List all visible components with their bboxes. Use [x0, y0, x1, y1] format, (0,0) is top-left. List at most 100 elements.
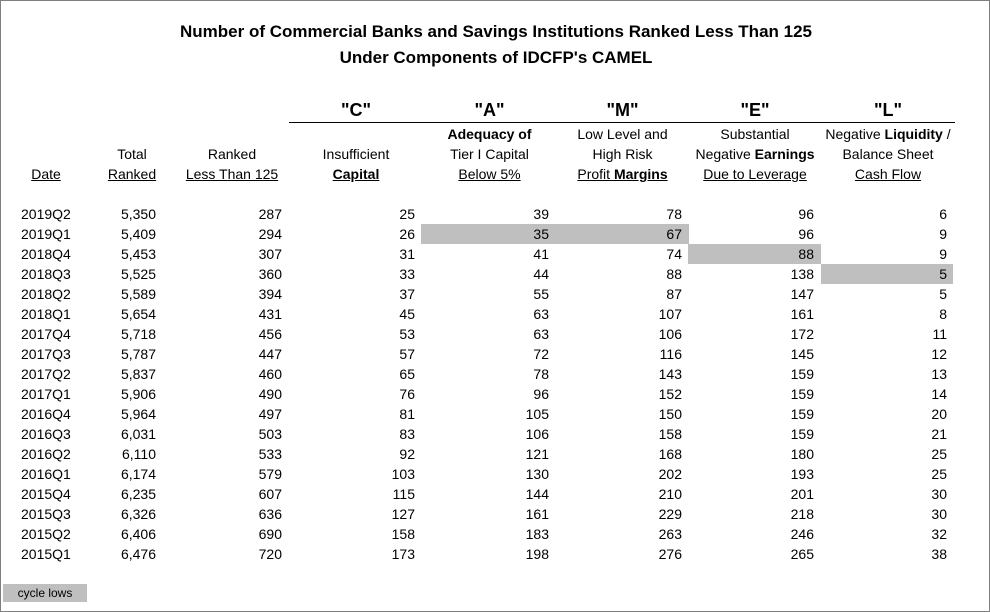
- cell-capital: 92: [399, 446, 415, 462]
- header-earnings-line-2b: Earnings: [754, 146, 815, 162]
- table-row: 2018Q4 5,453 307 31 41 74 88 9: [1, 244, 990, 264]
- cell-liquidity: 6: [939, 206, 947, 222]
- cell-earnings: 218: [790, 506, 814, 522]
- cell-capital: 33: [399, 266, 415, 282]
- cell-date: 2015Q2: [21, 526, 71, 542]
- cell-margins: 152: [658, 386, 682, 402]
- cell-adequacy: 144: [525, 486, 549, 502]
- header-adequacy-line-3: Below 5%: [458, 166, 521, 182]
- cell-ranked-less-than-125: 394: [258, 286, 282, 302]
- cycle-low-highlight: [688, 244, 821, 264]
- cell-earnings: 161: [790, 306, 814, 322]
- category-underline: [289, 122, 955, 123]
- cell-total-ranked: 5,453: [120, 246, 156, 262]
- header-liquidity-line-1b: Liquidity: [884, 126, 943, 142]
- cell-adequacy: 63: [533, 326, 549, 342]
- cell-ranked-less-than-125: 294: [258, 226, 282, 242]
- table-row: 2015Q1 6,476 720 173 198 276 265 38: [1, 544, 990, 564]
- header-adequacy: Adequacy of Tier I Capital Below 5%: [423, 124, 556, 184]
- cell-total-ranked: 5,787: [120, 346, 156, 362]
- header-date: Date: [21, 164, 71, 184]
- cell-adequacy: 96: [533, 386, 549, 402]
- cell-liquidity: 5: [939, 266, 947, 282]
- table-row: 2018Q1 5,654 431 45 63 107 161 8: [1, 304, 990, 324]
- cell-liquidity: 25: [931, 446, 947, 462]
- cell-earnings: 159: [790, 406, 814, 422]
- cell-ranked-less-than-125: 456: [258, 326, 282, 342]
- cell-earnings: 265: [790, 546, 814, 562]
- cell-liquidity: 11: [932, 326, 947, 342]
- cell-date: 2015Q1: [21, 546, 71, 562]
- cell-adequacy: 35: [533, 226, 549, 242]
- header-earnings: Substantial Negative Earnings Due to Lev…: [689, 124, 821, 184]
- cell-adequacy: 121: [525, 446, 549, 462]
- cell-earnings: 159: [790, 366, 814, 382]
- cell-ranked-less-than-125: 307: [258, 246, 282, 262]
- cell-capital: 83: [399, 426, 415, 442]
- cell-earnings: 138: [790, 266, 814, 282]
- cell-ranked-less-than-125: 431: [258, 306, 282, 322]
- cell-date: 2018Q3: [21, 266, 71, 282]
- cell-margins: 78: [666, 206, 682, 222]
- category-a: "A": [474, 100, 505, 120]
- cell-capital: 65: [399, 366, 415, 382]
- cell-adequacy: 161: [525, 506, 549, 522]
- cell-earnings: 159: [790, 386, 814, 402]
- cell-adequacy: 41: [533, 246, 549, 262]
- header-ranked-line-1: Ranked: [207, 146, 257, 162]
- category-m: "M": [606, 100, 639, 120]
- table-row: 2017Q3 5,787 447 57 72 116 145 12: [1, 344, 990, 364]
- header-liquidity-line-2: Balance Sheet: [842, 146, 934, 162]
- cell-liquidity: 12: [931, 346, 947, 362]
- cell-margins: 168: [658, 446, 682, 462]
- cell-liquidity: 20: [931, 406, 947, 422]
- cell-earnings: 88: [798, 246, 814, 262]
- cell-date: 2018Q2: [21, 286, 71, 302]
- cell-date: 2016Q1: [21, 466, 71, 482]
- cell-date: 2016Q2: [21, 446, 71, 462]
- cell-earnings: 147: [790, 286, 814, 302]
- header-liquidity-line-1a: Negative: [825, 126, 885, 142]
- cell-total-ranked: 6,110: [122, 446, 156, 462]
- cell-total-ranked: 5,350: [120, 206, 156, 222]
- cell-margins: 106: [658, 326, 682, 342]
- cell-liquidity: 30: [931, 486, 947, 502]
- cell-adequacy: 130: [525, 466, 549, 482]
- cell-adequacy: 55: [533, 286, 549, 302]
- cell-ranked-less-than-125: 460: [258, 366, 282, 382]
- cell-ranked-less-than-125: 490: [258, 386, 282, 402]
- header-margins-line-1: Low Level and: [577, 126, 668, 142]
- cell-margins: 87: [666, 286, 682, 302]
- cell-margins: 150: [658, 406, 682, 422]
- table-row: 2017Q4 5,718 456 53 63 106 172 11: [1, 324, 990, 344]
- table-row: 2015Q3 6,326 636 127 161 229 218 30: [1, 504, 990, 524]
- cell-earnings: 201: [790, 486, 814, 502]
- cell-adequacy: 78: [533, 366, 549, 382]
- cell-ranked-less-than-125: 497: [258, 406, 282, 422]
- cell-date: 2015Q4: [21, 486, 71, 502]
- table-row: 2016Q1 6,174 579 103 130 202 193 25: [1, 464, 990, 484]
- cell-margins: 67: [666, 226, 682, 242]
- header-total-line-1: Total: [117, 146, 147, 162]
- cell-total-ranked: 5,837: [120, 366, 156, 382]
- cell-capital: 103: [391, 466, 415, 482]
- header-liquidity-line-3: Cash Flow: [854, 166, 922, 182]
- cell-adequacy: 63: [533, 306, 549, 322]
- cell-capital: 57: [399, 346, 415, 362]
- table-row: 2016Q2 6,110 533 92 121 168 180 25: [1, 444, 990, 464]
- cell-liquidity: 9: [939, 246, 947, 262]
- cell-capital: 53: [399, 326, 415, 342]
- category-e: "E": [740, 100, 770, 120]
- cell-date: 2019Q2: [21, 206, 71, 222]
- cell-adequacy: 198: [525, 546, 549, 562]
- cycle-low-highlight: [556, 224, 689, 244]
- table-row: 2016Q3 6,031 503 83 106 158 159 21: [1, 424, 990, 444]
- header-margins-line-3b: Margins: [613, 166, 668, 182]
- cell-adequacy: 44: [533, 266, 549, 282]
- cell-liquidity: 14: [931, 386, 947, 402]
- header-ranked-line-2: Less Than 125: [185, 166, 279, 182]
- cell-ranked-less-than-125: 287: [258, 206, 282, 222]
- cell-capital: 31: [399, 246, 415, 262]
- cell-earnings: 96: [798, 206, 814, 222]
- cell-date: 2018Q4: [21, 246, 71, 262]
